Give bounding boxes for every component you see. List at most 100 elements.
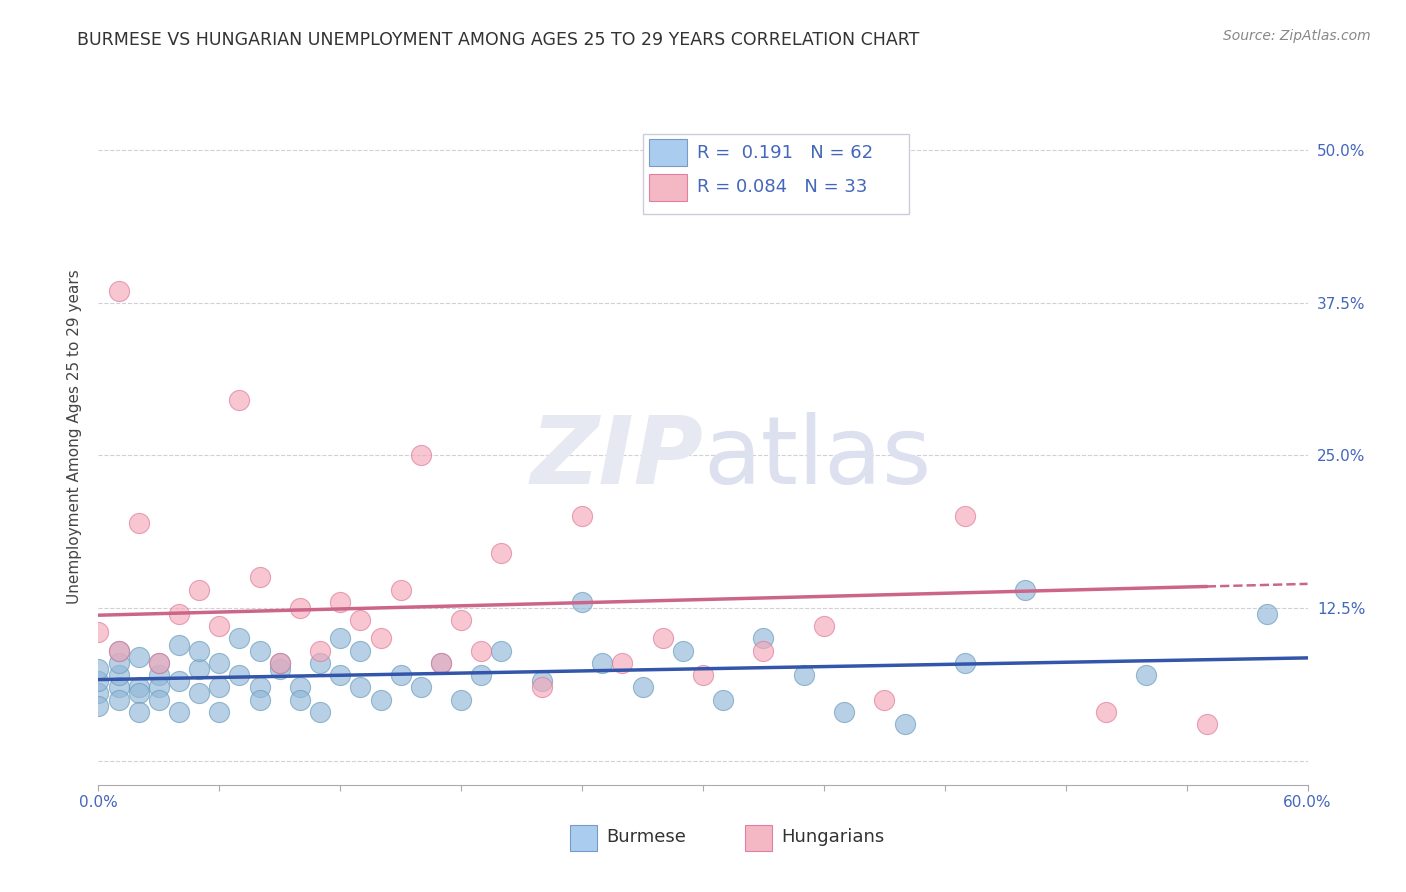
Point: [491, 643, 513, 657]
Text: Burmese: Burmese: [606, 828, 686, 847]
Point: [148, 656, 170, 670]
Point: [430, 656, 453, 670]
Point: [631, 681, 654, 695]
Point: [148, 668, 170, 682]
Point: [612, 656, 634, 670]
Point: [107, 656, 129, 670]
Point: [269, 656, 291, 670]
Point: [128, 649, 150, 664]
Point: [188, 643, 211, 657]
Point: [87, 698, 110, 713]
Text: ZIP: ZIP: [530, 412, 703, 504]
Text: R =  0.191   N = 62: R = 0.191 N = 62: [697, 144, 873, 161]
Point: [107, 284, 129, 298]
Point: [249, 692, 271, 706]
Point: [188, 686, 211, 700]
Point: [1256, 607, 1278, 621]
FancyBboxPatch shape: [569, 824, 596, 851]
Point: [571, 595, 593, 609]
Point: [309, 643, 332, 657]
FancyBboxPatch shape: [648, 139, 688, 166]
Point: [953, 656, 976, 670]
Point: [148, 692, 170, 706]
Point: [651, 632, 673, 646]
Point: [329, 632, 352, 646]
Point: [530, 681, 553, 695]
Point: [370, 632, 392, 646]
Point: [249, 681, 271, 695]
Text: R = 0.084   N = 33: R = 0.084 N = 33: [697, 178, 868, 196]
Point: [269, 662, 291, 676]
Point: [389, 582, 412, 597]
Point: [672, 643, 695, 657]
Point: [87, 674, 110, 689]
FancyBboxPatch shape: [643, 135, 908, 214]
Point: [188, 662, 211, 676]
Point: [309, 705, 332, 719]
Point: [711, 692, 734, 706]
Point: [208, 656, 231, 670]
Point: [107, 643, 129, 657]
Point: [409, 681, 432, 695]
Point: [450, 692, 472, 706]
Point: [288, 692, 311, 706]
Point: [571, 509, 593, 524]
Point: [832, 705, 855, 719]
Point: [167, 607, 190, 621]
Point: [269, 656, 291, 670]
Point: [752, 632, 775, 646]
Point: [450, 613, 472, 627]
Text: Source: ZipAtlas.com: Source: ZipAtlas.com: [1223, 29, 1371, 43]
Point: [288, 681, 311, 695]
Point: [752, 643, 775, 657]
Point: [208, 681, 231, 695]
Point: [128, 686, 150, 700]
Point: [813, 619, 835, 633]
Point: [228, 632, 250, 646]
Point: [349, 613, 371, 627]
Point: [167, 674, 190, 689]
Point: [167, 638, 190, 652]
Point: [107, 668, 129, 682]
Point: [530, 674, 553, 689]
Point: [148, 656, 170, 670]
Point: [591, 656, 613, 670]
Point: [409, 449, 432, 463]
Point: [370, 692, 392, 706]
Point: [793, 668, 815, 682]
Point: [107, 643, 129, 657]
Text: BURMESE VS HUNGARIAN UNEMPLOYMENT AMONG AGES 25 TO 29 YEARS CORRELATION CHART: BURMESE VS HUNGARIAN UNEMPLOYMENT AMONG …: [77, 31, 920, 49]
Point: [491, 546, 513, 560]
Point: [470, 668, 492, 682]
Point: [309, 656, 332, 670]
Text: Hungarians: Hungarians: [782, 828, 884, 847]
Point: [208, 619, 231, 633]
Point: [228, 393, 250, 408]
Y-axis label: Unemployment Among Ages 25 to 29 years: Unemployment Among Ages 25 to 29 years: [66, 269, 82, 605]
Point: [249, 643, 271, 657]
Point: [288, 601, 311, 615]
Point: [87, 662, 110, 676]
Point: [1014, 582, 1036, 597]
FancyBboxPatch shape: [648, 174, 688, 201]
Point: [107, 681, 129, 695]
Point: [188, 582, 211, 597]
Point: [128, 705, 150, 719]
Point: [208, 705, 231, 719]
Point: [87, 686, 110, 700]
Point: [692, 668, 714, 682]
Point: [1095, 705, 1118, 719]
Point: [148, 681, 170, 695]
Point: [389, 668, 412, 682]
Point: [953, 509, 976, 524]
Point: [167, 705, 190, 719]
FancyBboxPatch shape: [745, 824, 772, 851]
Point: [349, 643, 371, 657]
Point: [349, 681, 371, 695]
Point: [128, 516, 150, 530]
Point: [107, 692, 129, 706]
Point: [249, 570, 271, 584]
Point: [128, 681, 150, 695]
Point: [1135, 668, 1157, 682]
Point: [873, 692, 896, 706]
